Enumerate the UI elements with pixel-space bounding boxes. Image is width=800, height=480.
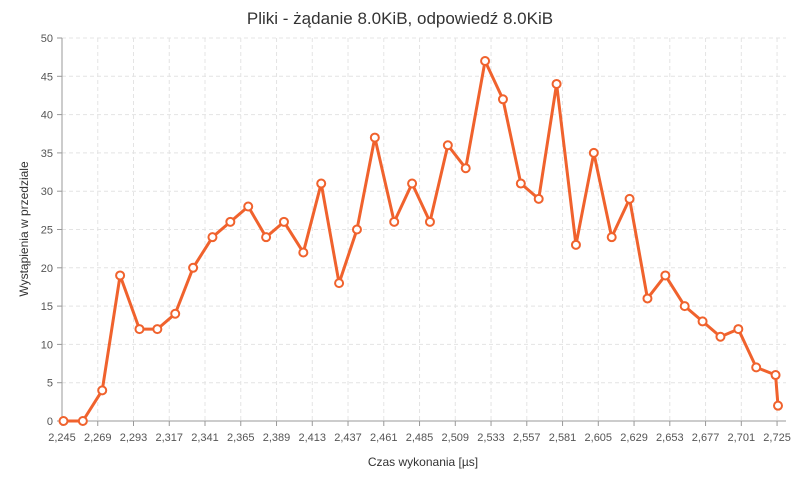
data-point <box>77 416 88 426</box>
data-point <box>225 216 236 227</box>
x-tick-label: 2,269 <box>84 432 112 444</box>
x-tick-label: 2,485 <box>406 432 434 444</box>
y-tick-label: 50 <box>41 33 53 45</box>
x-tick-label: 2,317 <box>155 432 183 444</box>
data-point <box>152 324 163 335</box>
x-tick-label: 2,413 <box>299 432 327 444</box>
data-point <box>243 201 254 212</box>
x-tick-label: 2,677 <box>692 432 720 444</box>
y-axis-label: Wystąpienia w przedziale <box>17 161 31 297</box>
data-point <box>515 178 526 189</box>
y-tick-label: 15 <box>41 301 53 313</box>
data-point <box>715 331 726 342</box>
data-point <box>298 247 309 258</box>
data-point <box>588 147 599 158</box>
data-point <box>697 316 708 327</box>
data-point <box>115 270 126 281</box>
y-tick-label: 25 <box>41 225 53 237</box>
x-tick-label: 2,581 <box>549 432 577 444</box>
grid <box>61 37 786 422</box>
data-point <box>278 216 289 227</box>
data-point <box>679 301 690 312</box>
x-tick-label: 2,341 <box>191 432 219 444</box>
y-tick-label: 45 <box>41 71 53 83</box>
x-tick-label: 2,293 <box>120 432 148 444</box>
x-tick-label: 2,725 <box>763 432 791 444</box>
data-point <box>480 55 491 66</box>
data-point <box>533 193 544 204</box>
data-point <box>460 163 471 174</box>
data-point <box>773 400 783 411</box>
y-tick-label: 20 <box>41 263 53 275</box>
data-point <box>170 308 181 319</box>
x-tick-label: 2,557 <box>513 432 541 444</box>
data-point <box>58 416 69 426</box>
y-tick-label: 5 <box>47 378 53 390</box>
x-tick-label: 2,389 <box>263 432 291 444</box>
x-axis-label: Czas wykonania [µs] <box>368 455 478 469</box>
x-tick-label: 2,629 <box>620 432 648 444</box>
x-tick-label: 2,605 <box>585 432 613 444</box>
x-tick-label: 2,653 <box>656 432 684 444</box>
x-tick-label: 2,365 <box>227 432 255 444</box>
y-axis-ticks: 0 5 10 15 20 25 30 35 40 45 50 <box>41 33 62 428</box>
x-tick-label: 2,533 <box>477 432 505 444</box>
data-point <box>316 178 327 189</box>
data-point <box>369 132 380 143</box>
data-point <box>407 178 418 189</box>
x-axis-ticks: 2,245 2,269 2,293 2,317 2,341 2,365 2,389 2,413… <box>48 421 791 444</box>
data-point <box>624 193 635 204</box>
data-point <box>134 324 145 335</box>
data-point <box>261 232 272 243</box>
x-tick-label: 2,245 <box>48 432 76 444</box>
data-point <box>424 216 435 227</box>
series <box>58 55 783 426</box>
data-point <box>551 78 562 89</box>
y-tick-label: 35 <box>41 148 53 160</box>
data-point <box>570 239 581 250</box>
data-point <box>660 270 671 281</box>
data-point <box>207 232 218 243</box>
y-tick-label: 10 <box>41 339 53 351</box>
data-point <box>751 362 762 373</box>
x-tick-label: 2,461 <box>370 432 398 444</box>
data-point <box>188 262 199 273</box>
data-point <box>497 94 508 105</box>
data-point <box>642 293 653 304</box>
x-tick-label: 2,437 <box>334 432 362 444</box>
data-point <box>351 224 362 235</box>
x-tick-label: 2,509 <box>442 432 470 444</box>
data-point <box>442 140 453 151</box>
chart-title: Pliki - żądanie 8.0KiB, odpowiedź 8.0KiB <box>247 9 553 28</box>
x-tick-label: 2,701 <box>728 432 756 444</box>
data-point <box>97 385 108 396</box>
data-point <box>733 324 744 335</box>
y-tick-label: 40 <box>41 110 53 122</box>
data-point <box>389 216 400 227</box>
data-point <box>606 232 617 243</box>
y-tick-label: 0 <box>47 416 53 428</box>
data-point <box>770 370 781 381</box>
y-tick-label: 30 <box>41 186 53 198</box>
data-point <box>334 278 345 289</box>
